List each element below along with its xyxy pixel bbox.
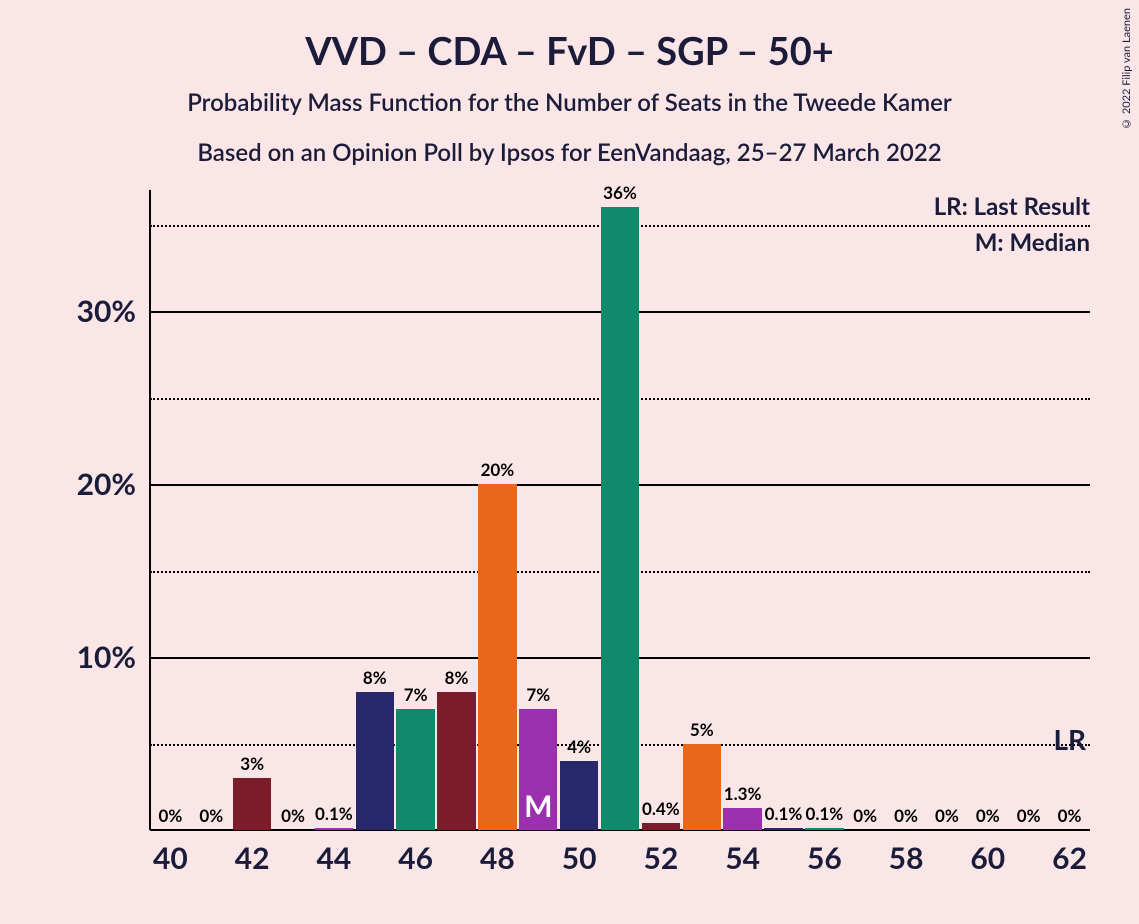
bar-label: 0% [1058,805,1082,826]
bar [805,828,843,830]
legend-last-result: LR: Last Result [934,192,1090,221]
bar [560,761,598,830]
bar [683,744,721,830]
bar-label: 8% [445,667,469,688]
plot-area: 10%20%30%4042444648505254565860620%0%3%0… [150,190,1090,830]
bar-label: 1.3% [724,783,762,804]
x-tick-label: 44 [317,830,352,876]
x-tick-label: 50 [562,830,597,876]
copyright-text: © 2022 Filip van Laenen [1120,8,1133,130]
x-tick-label: 60 [970,830,1005,876]
bar-label: 8% [363,667,387,688]
bar-label: 0% [935,805,959,826]
x-tick-label: 58 [889,830,924,876]
bar-label: 7% [404,684,428,705]
bar-chart: 10%20%30%4042444648505254565860620%0%3%0… [150,190,1090,830]
bar-label: 0% [159,805,183,826]
bar-label: 36% [603,182,637,203]
bar-label: 3% [240,753,264,774]
bar-label: 7% [526,684,550,705]
bar [356,692,394,830]
x-tick-label: 48 [480,830,515,876]
y-axis [149,190,151,830]
bar-label: 0% [281,805,305,826]
chart-stage: VVD – CDA – FvD – SGP – 50+ Probability … [0,0,1139,924]
x-tick-label: 54 [725,830,760,876]
bar [233,778,271,830]
chart-subtitle-2: Based on an Opinion Poll by Ipsos for Ee… [0,138,1139,167]
bar [642,823,680,830]
y-tick-label: 30% [77,293,150,329]
bar [437,692,475,830]
bar-label: 0.1% [765,803,803,824]
bar [764,828,802,830]
legend-median: M: Median [975,228,1090,257]
chart-subtitle-1: Probability Mass Function for the Number… [0,88,1139,117]
y-tick-label: 20% [77,466,150,502]
x-tick-label: 40 [153,830,188,876]
bar-label: 4% [567,736,591,757]
bar-label: 0.4% [642,798,680,819]
y-tick-label: 10% [77,639,150,675]
bar-label: 0% [976,805,1000,826]
bar [723,808,761,830]
bar-label: 5% [690,719,714,740]
bar [315,828,353,830]
x-tick-label: 62 [1052,830,1087,876]
bar-label: 0% [894,805,918,826]
chart-title: VVD – CDA – FvD – SGP – 50+ [0,28,1139,74]
bar-label: 0.1% [315,803,353,824]
last-result-marker: LR [1053,722,1086,756]
median-marker: M [524,788,552,824]
x-tick-label: 52 [643,830,678,876]
bar-label: 0.1% [805,803,843,824]
bar-label: 0% [1017,805,1041,826]
bar-label: 0% [199,805,223,826]
bar-label: 20% [481,459,515,480]
x-tick-label: 56 [807,830,842,876]
bar-label: 0% [853,805,877,826]
bar [396,709,434,830]
x-tick-label: 42 [235,830,270,876]
bar [601,207,639,830]
bar [478,484,516,830]
x-tick-label: 46 [398,830,433,876]
